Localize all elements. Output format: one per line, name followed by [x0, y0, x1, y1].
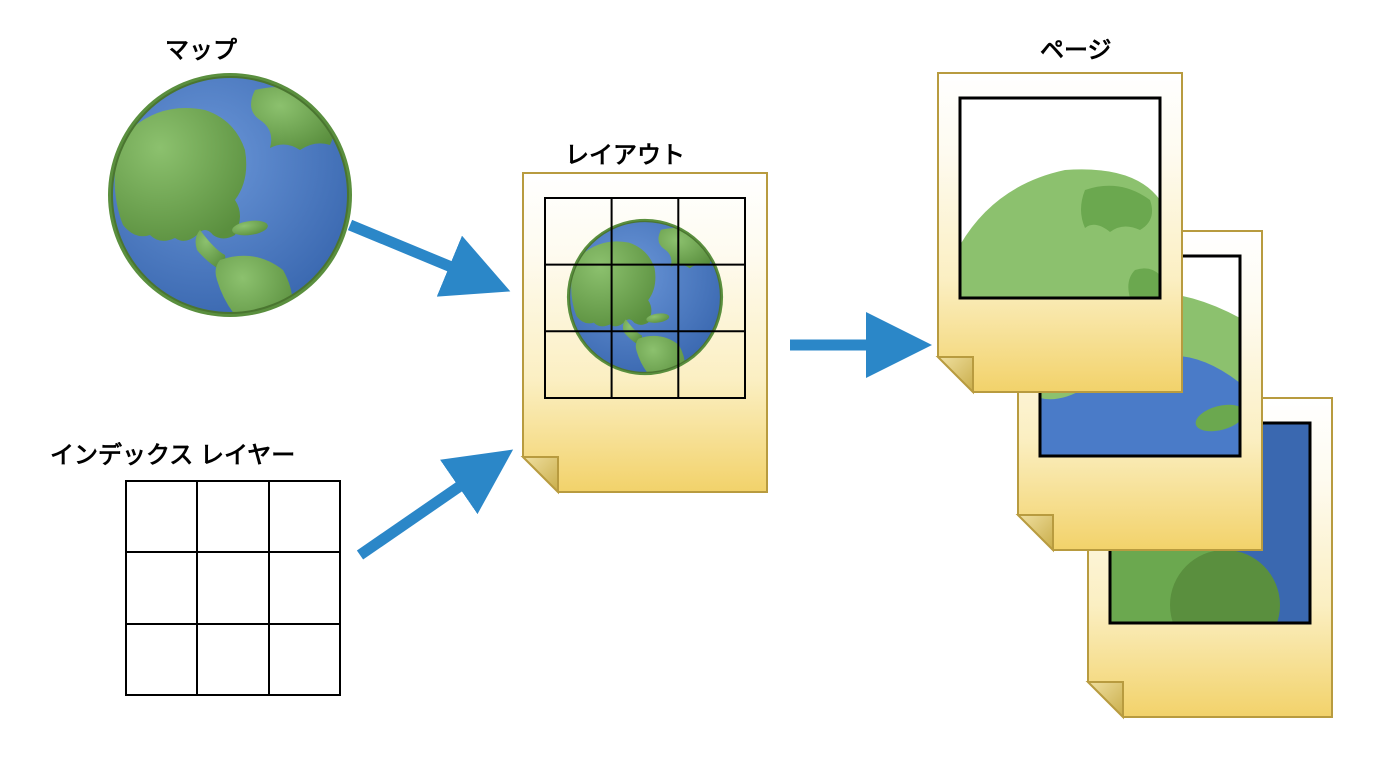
arrow-layout-to-pages-icon [0, 0, 1377, 774]
